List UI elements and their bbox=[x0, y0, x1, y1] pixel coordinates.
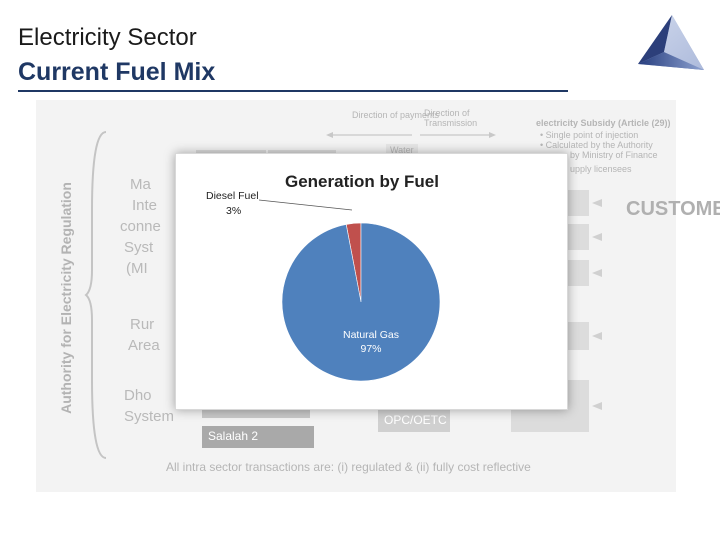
triangle-logo-icon bbox=[638, 15, 704, 70]
pie-chart: Generation by Fuel Diesel Fuel 3% Natura… bbox=[206, 172, 441, 382]
direction-transmission-label: Direction of Transmission bbox=[424, 108, 478, 128]
leader-line bbox=[258, 199, 353, 211]
system-label-mis: Ma Inte conne Syst (MI bbox=[120, 176, 161, 277]
bracket-shape bbox=[84, 131, 107, 459]
subsidy-title: electricity Subsidy (Article (29)) bbox=[536, 118, 671, 128]
subsidy-bullet: upply licensees bbox=[570, 164, 632, 174]
subsidy-bullet: • Single point of injection bbox=[540, 130, 639, 140]
natural-gas-value: 97% bbox=[360, 343, 381, 355]
customer-arrows bbox=[592, 199, 602, 410]
title-underline bbox=[18, 90, 568, 92]
chart-card: Generation by Fuel Diesel Fuel 3% Natura… bbox=[175, 153, 568, 410]
subsidy-bullet: by Ministry of Finance bbox=[570, 150, 658, 160]
diesel-label: Diesel Fuel bbox=[206, 190, 259, 202]
system-label-dhofar: Dho System bbox=[124, 387, 175, 425]
section-title: Electricity Sector bbox=[18, 24, 197, 51]
bottom-note: All intra sector transactions are: (i) r… bbox=[166, 460, 531, 474]
salalah-2-box: Salalah 2 bbox=[202, 426, 314, 448]
pie-slice-natural-gas bbox=[281, 222, 441, 382]
opc-oetc-box: OPC/OETC bbox=[378, 410, 450, 432]
customers-vertical-label: CUSTOMERS bbox=[626, 198, 720, 220]
system-label-rural: Rur Area bbox=[128, 316, 160, 354]
page-title: Current Fuel Mix bbox=[18, 58, 216, 86]
direction-arrows bbox=[326, 132, 496, 138]
direction-payments-label: Direction of payments bbox=[352, 110, 440, 120]
subsidy-bullet: • Calculated by the Authority bbox=[540, 140, 653, 150]
authority-vertical-label: Authority for Electricity Regulation bbox=[58, 182, 74, 414]
diesel-value: 3% bbox=[226, 205, 241, 217]
chart-title: Generation by Fuel bbox=[285, 172, 439, 191]
natural-gas-label: Natural Gas bbox=[343, 329, 399, 341]
